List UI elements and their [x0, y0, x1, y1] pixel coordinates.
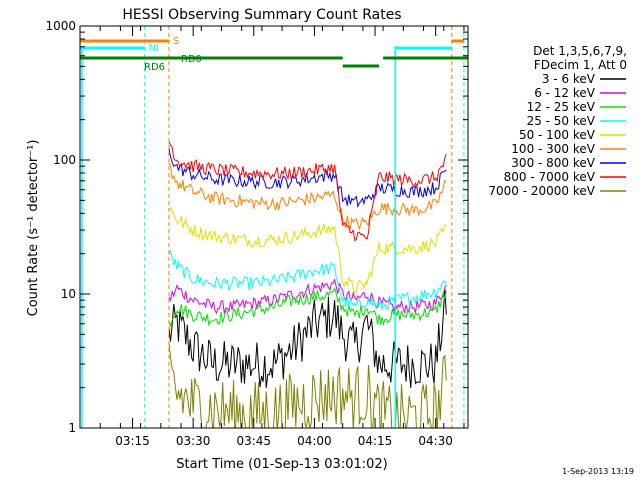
- y-tick-label: 10: [61, 287, 76, 301]
- flag-layer: S NI RD0 RD6: [80, 26, 468, 428]
- series-line-4: [168, 249, 447, 311]
- x-tick-label: 03:45: [236, 434, 271, 448]
- x-tick-label: 04:15: [358, 434, 393, 448]
- x-tick-label: 04:30: [418, 434, 453, 448]
- legend-label: 100 - 300 keV: [511, 142, 595, 156]
- legend-header-line-1: Det 1,3,5,6,7,9,: [533, 44, 627, 58]
- x-tick-label: 03:15: [115, 434, 150, 448]
- legend-label: 12 - 25 keV: [527, 100, 596, 114]
- y-tick-label: 1: [68, 421, 76, 435]
- x-tick-label: 04:00: [297, 434, 332, 448]
- series-line-6: [168, 162, 447, 231]
- series-line-3: [168, 286, 447, 328]
- legend-label: 3 - 6 keV: [542, 72, 596, 86]
- legend-label: 300 - 800 keV: [511, 156, 595, 170]
- chart-title: HESSI Observing Summary Count Rates: [122, 7, 401, 23]
- series-line-5: [168, 206, 447, 293]
- x-axis-label: Start Time (01-Sep-13 03:01:02): [176, 457, 387, 472]
- series-line-8: [168, 141, 447, 242]
- legend-label: 7000 - 20000 keV: [488, 184, 595, 198]
- series-line-9: [168, 341, 447, 428]
- legend-label: 6 - 12 keV: [534, 86, 596, 100]
- flag-label-s: S: [173, 36, 179, 47]
- series-layer: [168, 141, 447, 428]
- legend-header-line-2: FDecim 1, Att 0: [534, 58, 627, 72]
- footer-timestamp: 1-Sep-2013 13:19: [562, 467, 634, 476]
- series-line-2: [168, 278, 447, 315]
- legend-label: 25 - 50 keV: [527, 114, 596, 128]
- flag-label-rd0: RD0: [181, 54, 202, 65]
- y-tick-label: 100: [53, 153, 76, 167]
- flag-label-ni: NI: [149, 43, 159, 54]
- plot-frame: [79, 25, 469, 429]
- x-tick-label: 03:30: [176, 434, 211, 448]
- series-line-1: [168, 288, 447, 388]
- y-axis-label: Count Rate (s⁻¹ detector⁻¹): [26, 140, 41, 317]
- y-tick-label: 1000: [45, 19, 76, 33]
- flag-label-rd6: RD6: [144, 62, 165, 73]
- legend-label: 800 - 7000 keV: [504, 170, 596, 184]
- legend-label: 50 - 100 keV: [519, 128, 596, 142]
- axis-layer: 1 10 100 1000 03:15 03:30 03:45 04:00 04:15 04:30: [45, 19, 469, 448]
- series-line-7: [168, 148, 447, 209]
